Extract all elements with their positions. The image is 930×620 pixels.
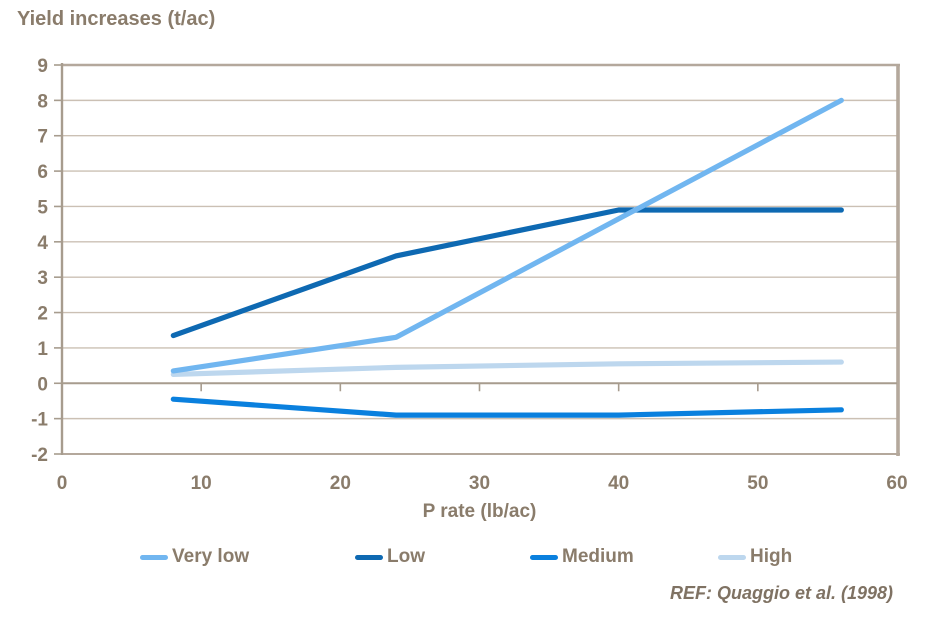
y-tick-label: 5 (37, 197, 48, 218)
legend-item-medium: Medium (530, 546, 634, 568)
x-axis: 0 10 20 30 40 50 60 (57, 382, 908, 494)
x-axis-title: P rate (lb/ac) (422, 501, 537, 522)
x-tick-label: 40 (608, 473, 629, 494)
legend-label-low: Low (387, 546, 425, 567)
x-tick-label: 30 (469, 473, 490, 494)
gridlines (62, 64, 897, 455)
legend-item-low: Low (355, 546, 425, 568)
y-tick-label: 6 (37, 162, 48, 183)
y-tick-label: 0 (37, 374, 48, 395)
y-tick-label: -1 (31, 410, 48, 431)
legend-item-high: High (718, 546, 792, 568)
x-tick-label: 50 (747, 473, 768, 494)
plot-border (61, 63, 900, 456)
y-tick-label: 4 (37, 233, 48, 254)
reference-note: REF: Quaggio et al. (1998) (669, 583, 893, 603)
legend-item-very-low: Very low (140, 546, 249, 568)
series-line-medium (170, 396, 844, 418)
x-tick-label: 20 (330, 473, 351, 494)
legend-label-medium: Medium (562, 546, 634, 567)
legend-label-very-low: Very low (172, 546, 250, 567)
y-tick-label: -2 (31, 445, 48, 466)
y-tick-label: 3 (37, 268, 48, 289)
y-tick-label: 7 (37, 127, 48, 148)
legend-label-high: High (750, 546, 793, 567)
legend-swatch-low (355, 554, 383, 560)
series-line-high (170, 359, 844, 378)
x-tick-label: 0 (57, 473, 68, 494)
legend-swatch-high (718, 554, 746, 560)
series-line-very-low (170, 97, 844, 374)
y-tick-label: 1 (37, 339, 48, 360)
legend-swatch-very-low (140, 554, 168, 560)
legend-swatch-medium (530, 554, 558, 560)
y-tick-label: 9 (37, 56, 48, 77)
chart-title: Yield increases (t/ac) (17, 8, 216, 30)
x-tick-label: 10 (191, 473, 212, 494)
series-line-low (170, 207, 844, 339)
x-tick-label: 60 (886, 473, 907, 494)
y-tick-label: 2 (37, 304, 48, 325)
y-tick-label: 8 (37, 91, 48, 112)
y-axis: 9 8 7 6 5 4 3 2 1 0 -1 -2 (31, 56, 64, 466)
